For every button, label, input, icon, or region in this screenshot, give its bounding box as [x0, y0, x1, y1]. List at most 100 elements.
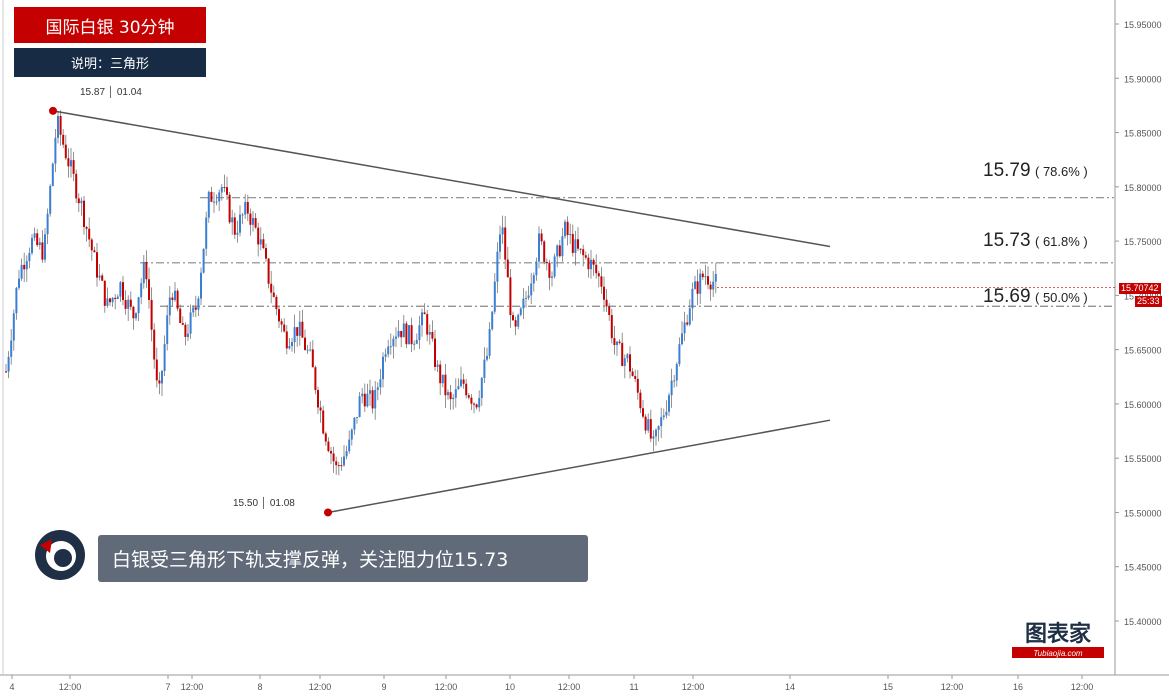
candle-body [491, 311, 494, 330]
svg-text:图表家: 图表家 [1025, 621, 1092, 647]
candle-body [623, 358, 626, 366]
candle-body [215, 201, 218, 203]
candle-body [327, 441, 330, 452]
candle-body [382, 356, 384, 380]
candle-body [395, 336, 397, 339]
candle-body [475, 404, 478, 408]
candle-body [639, 392, 642, 409]
analyst-logo [34, 529, 86, 581]
y-tick-label: 15.50000 [1124, 508, 1162, 518]
candle-body [480, 377, 483, 399]
candle-body [324, 433, 327, 442]
candle-body [332, 453, 335, 462]
candle-body [421, 312, 423, 326]
candle-body [223, 187, 226, 189]
candle-body [600, 276, 603, 287]
x-tick-label: 12:00 [558, 682, 581, 692]
candle-body [506, 259, 509, 278]
candle-body [660, 417, 663, 427]
y-tick-label: 15.95000 [1124, 20, 1162, 30]
candle-body [691, 288, 694, 309]
candle-body [605, 299, 608, 307]
candle-body [75, 173, 78, 199]
chart-note: 说明：三角形 [14, 48, 206, 77]
candle-body [423, 312, 426, 315]
x-tick-label: 9 [381, 682, 386, 692]
candle-body [254, 218, 257, 228]
candle-body [142, 261, 145, 284]
candle-body [467, 395, 470, 398]
candle-body [36, 233, 39, 246]
candle-body [595, 264, 598, 274]
candle-body [64, 144, 67, 159]
candle-body [366, 393, 369, 407]
candle-body [678, 344, 681, 365]
level-label-3: 15.69 ( 50.0% ) [983, 286, 1088, 308]
level-pct-1: ( 78.6% ) [1035, 164, 1088, 179]
candle-body [103, 280, 106, 306]
candle-body [597, 273, 600, 277]
candle-body [233, 217, 236, 235]
candle-body [220, 187, 223, 193]
candle-body [62, 134, 65, 145]
candle-body [668, 395, 670, 412]
y-tick-label: 15.60000 [1124, 400, 1162, 410]
candle-body [77, 198, 80, 204]
candle-body [655, 429, 657, 437]
candle-body [629, 354, 631, 372]
candle-body [644, 416, 647, 431]
candle-body [57, 115, 59, 138]
candle-body [96, 252, 98, 278]
candle-body [301, 321, 304, 338]
candle-body [345, 451, 348, 457]
x-tick-label: 8 [257, 682, 262, 692]
candle-body [603, 286, 605, 300]
candle-body [701, 273, 704, 278]
upper-trendline [52, 110, 831, 248]
candle-body [452, 397, 455, 400]
candle-body [714, 274, 717, 282]
candle-body [236, 232, 239, 235]
candle-body [348, 439, 351, 452]
x-tick-label: 10 [505, 682, 515, 692]
candle-body [704, 276, 707, 278]
y-tick-label: 15.45000 [1124, 563, 1162, 573]
candle-body [116, 296, 119, 300]
candle-body [566, 221, 569, 236]
candle-body [408, 325, 410, 345]
candle-body [392, 338, 395, 347]
candle-body [41, 242, 44, 260]
candle-body [470, 397, 473, 404]
candle-body [478, 398, 481, 408]
high-point [49, 106, 57, 115]
candle-body [137, 297, 140, 314]
candle-body [353, 417, 356, 430]
candle-body [335, 461, 338, 466]
candle-body [265, 248, 267, 259]
candle-body [340, 465, 343, 467]
candle-body [12, 313, 15, 341]
candle-body [207, 191, 210, 218]
candle-body [707, 276, 709, 285]
candle-body [85, 227, 88, 229]
candle-body [343, 456, 345, 466]
candle-body [192, 307, 195, 313]
candle-body [441, 374, 444, 384]
svg-text:Tubiaojia.com: Tubiaojia.com [1033, 649, 1083, 658]
candle-body [15, 287, 18, 314]
candle-body [38, 242, 41, 246]
candle-body [439, 364, 442, 384]
candle-body [369, 390, 371, 394]
candle-body [363, 393, 366, 407]
candle-body [683, 322, 686, 334]
candle-body [119, 282, 122, 297]
candle-body [161, 370, 163, 384]
candle-body [517, 314, 520, 327]
candle-body [20, 264, 23, 279]
chart-title: 国际白银 30分钟 [14, 7, 206, 43]
candle-body [361, 393, 364, 397]
candle-body [413, 343, 416, 345]
level-pct-3: ( 50.0% ) [1035, 290, 1088, 305]
candle-body [561, 236, 564, 257]
